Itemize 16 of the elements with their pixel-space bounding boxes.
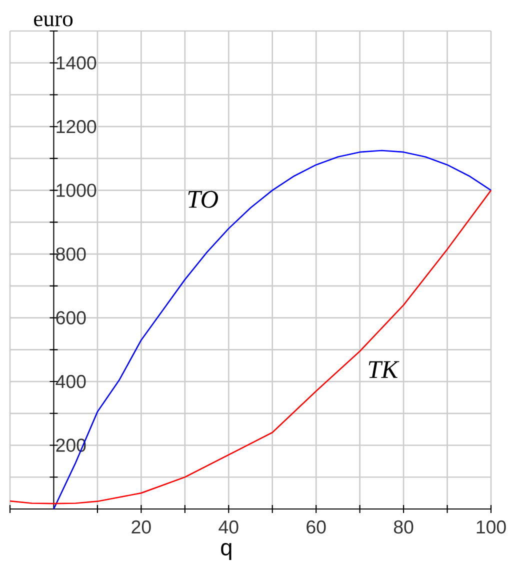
y-tick-label: 1000 xyxy=(56,184,96,197)
x-tick-label: 20 xyxy=(132,520,151,534)
x-axis-title: q xyxy=(221,543,232,560)
y-tick-label: 400 xyxy=(56,374,86,388)
series-label: TO xyxy=(188,190,218,208)
y-tick-label: 800 xyxy=(56,247,86,261)
y-tick-label: 1200 xyxy=(56,120,96,134)
line-series xyxy=(53,150,492,510)
x-tick-label: 40 xyxy=(218,520,238,534)
x-tick-label: 60 xyxy=(306,520,326,534)
y-tick-label: 1400 xyxy=(56,56,96,70)
y-axis-title: euro xyxy=(34,15,73,26)
y-tick-label: 600 xyxy=(56,311,86,324)
series-label: TK xyxy=(368,361,400,378)
x-tick-label: 100 xyxy=(476,520,506,534)
x-tick-label: 80 xyxy=(394,520,414,534)
